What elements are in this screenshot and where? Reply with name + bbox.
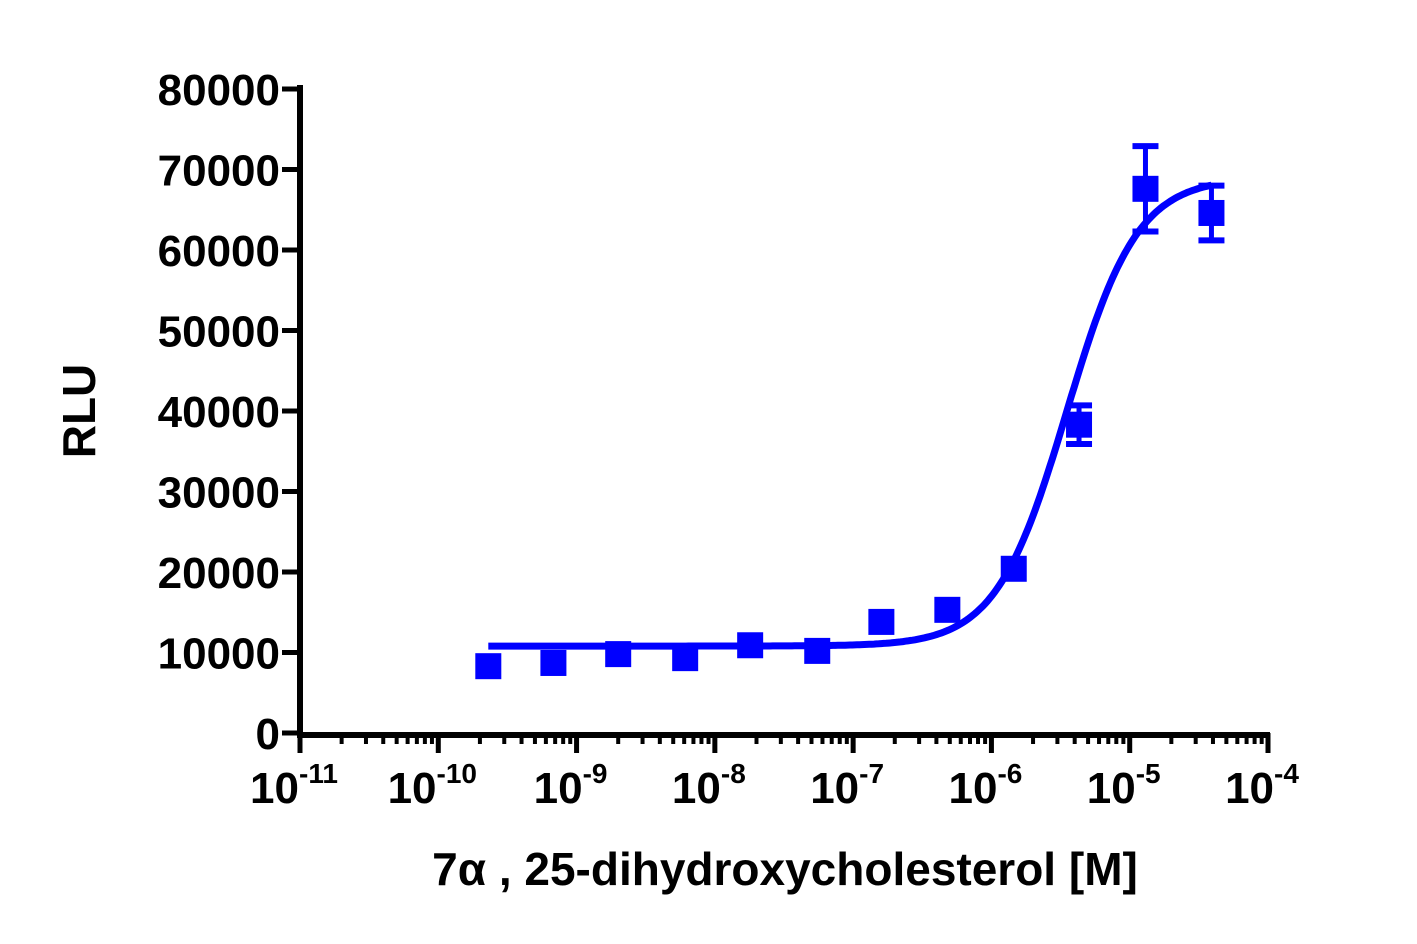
data-point: [1132, 175, 1159, 202]
data-point: [737, 632, 764, 659]
data-point: [672, 645, 699, 672]
data-point: [1198, 199, 1225, 226]
y-tick-label: 0: [256, 710, 280, 759]
y-tick-label: 10000: [158, 630, 280, 679]
x-tick-label: 10-8: [672, 758, 746, 813]
y-tick-label: 50000: [158, 308, 280, 357]
y-tick-label: 70000: [158, 147, 280, 196]
y-tick-label: 20000: [158, 549, 280, 598]
y-tick-label: 80000: [158, 66, 280, 115]
y-tick-label: 60000: [158, 227, 280, 276]
data-point: [605, 641, 632, 668]
x-tick-base: 10: [534, 764, 583, 813]
y-tick-label: 40000: [158, 388, 280, 437]
data-point: [540, 649, 567, 676]
x-tick-exponent: -7: [859, 758, 884, 789]
x-tick-base: 10: [948, 764, 997, 813]
x-tick-exponent: -10: [437, 758, 477, 789]
x-tick-exponent: -6: [997, 758, 1022, 789]
x-tick-base: 10: [388, 764, 437, 813]
x-tick-label: 10-9: [534, 758, 608, 813]
x-tick-exponent: -9: [583, 758, 608, 789]
x-tick-label: 10-5: [1087, 758, 1161, 813]
x-tick-base: 10: [1087, 764, 1136, 813]
axes: 0 10000 20000 30000 40000 50000 60000 70000 8000…: [158, 66, 1300, 813]
x-tick-exponent: -5: [1136, 758, 1161, 789]
data-point: [804, 637, 831, 664]
data-points: [475, 143, 1225, 680]
x-tick-base: 10: [1225, 764, 1274, 813]
x-tick-exponent: -4: [1274, 758, 1299, 789]
data-point: [1066, 411, 1093, 438]
x-tick-base: 10: [250, 764, 299, 813]
y-axis-label: RLU: [53, 364, 105, 459]
data-point: [1000, 555, 1027, 582]
x-tick-label: 10-10: [388, 758, 477, 813]
x-tick-label: 10-7: [810, 758, 884, 813]
x-axis-label: 7α , 25-dihydroxycholesterol [M]: [432, 843, 1138, 895]
x-tick-label: 10-11: [250, 758, 338, 813]
x-tick-label: 10-6: [948, 758, 1022, 813]
data-point: [475, 653, 502, 680]
y-tick-label: 30000: [158, 469, 280, 518]
x-tick-label: 10-4: [1225, 758, 1299, 813]
x-tick-exponent: -8: [721, 758, 746, 789]
data-point: [868, 608, 895, 635]
fit-curve: [488, 181, 1213, 650]
fit-curve-group: [488, 181, 1213, 650]
x-tick-base: 10: [810, 764, 859, 813]
x-tick-base: 10: [672, 764, 721, 813]
data-point: [934, 596, 961, 623]
x-tick-exponent: -11: [299, 758, 338, 789]
